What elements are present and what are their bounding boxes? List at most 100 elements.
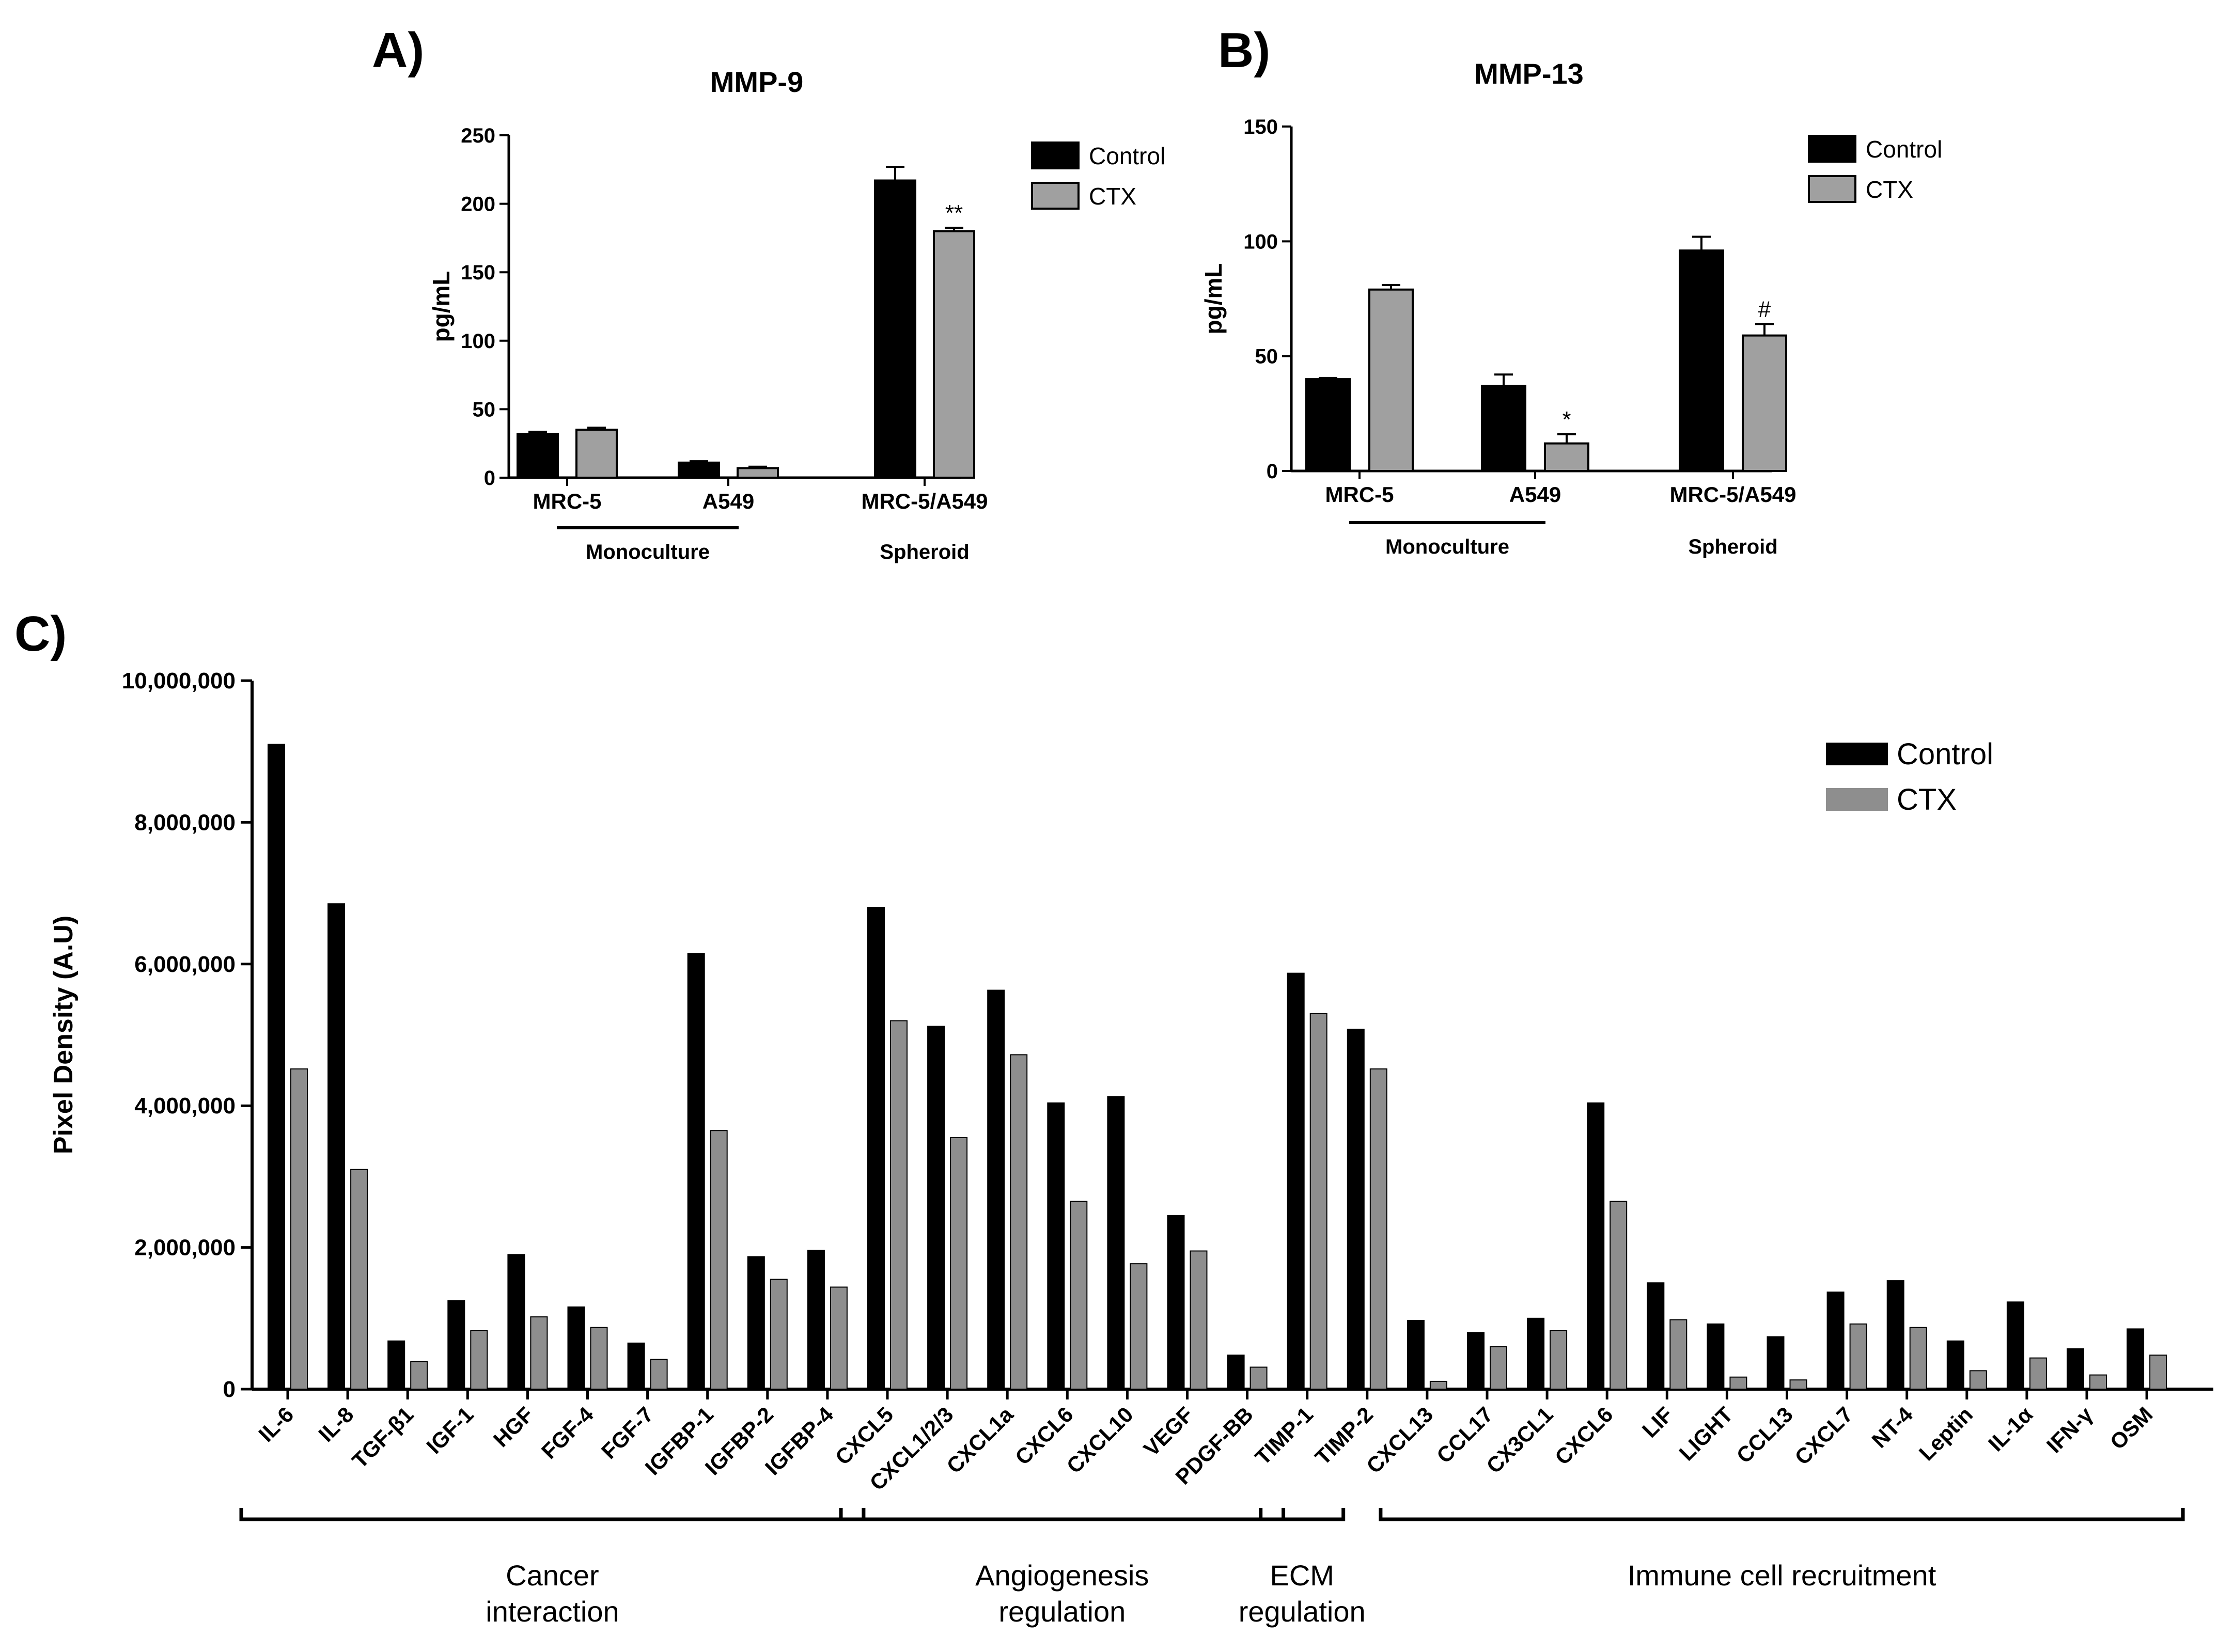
group-label: Monoculture — [1385, 536, 1509, 558]
legend-swatch — [1826, 788, 1888, 811]
bar — [890, 1020, 908, 1390]
legend-label: CTX — [1866, 176, 1913, 203]
bar — [1010, 1054, 1028, 1390]
group-label: Spheroid — [1688, 536, 1777, 558]
bar — [987, 989, 1005, 1390]
x-tick-label: MRC-5 — [533, 489, 602, 513]
group-label: Immune cell recruitment — [1628, 1559, 1936, 1592]
x-tick-label: Leptin — [1914, 1402, 1977, 1465]
legend-label: Control — [1897, 737, 1993, 771]
bar — [1167, 1215, 1185, 1390]
y-tick-label: 8,000,000 — [134, 810, 236, 835]
y-tick-label: 0 — [1267, 460, 1278, 483]
bar — [770, 1279, 788, 1390]
bar — [268, 744, 285, 1390]
bar — [650, 1359, 668, 1390]
x-tick-label: FGF-4 — [537, 1402, 598, 1464]
x-tick-label: LIGHT — [1674, 1402, 1738, 1466]
bar — [1490, 1346, 1507, 1390]
bar — [830, 1286, 848, 1390]
bar — [1587, 1102, 1605, 1390]
group-label: Cancer — [506, 1559, 599, 1592]
x-tick-label: TGF-β1 — [347, 1402, 418, 1473]
bar — [627, 1342, 645, 1390]
bar — [1347, 1029, 1365, 1390]
x-tick-label: IGF-1 — [422, 1402, 478, 1458]
bar — [290, 1068, 308, 1390]
group-label: Monoculture — [586, 541, 710, 563]
bar — [387, 1340, 405, 1390]
legend-swatch — [1031, 141, 1080, 169]
bar — [1550, 1330, 1568, 1390]
chart-title: MMP-13 — [1474, 57, 1584, 90]
bar — [350, 1169, 368, 1390]
bar — [2127, 1328, 2145, 1390]
x-tick-label: MRC-5 — [1325, 482, 1394, 507]
bar — [1610, 1201, 1628, 1390]
bar — [1647, 1282, 1665, 1390]
bar — [517, 433, 559, 479]
y-tick-label: 250 — [461, 124, 495, 147]
x-tick-label: MRC-5/A549 — [1669, 482, 1796, 507]
x-tick-label: IL-6 — [254, 1402, 298, 1446]
panel-letter: A) — [372, 23, 424, 78]
legend-label: Control — [1866, 136, 1942, 163]
legend-label: Control — [1089, 143, 1165, 169]
x-tick-label: TIMP-1 — [1250, 1402, 1318, 1470]
group-bracket — [839, 1508, 1286, 1521]
bar — [327, 903, 346, 1390]
bar — [1767, 1336, 1785, 1390]
y-tick-label: 150 — [461, 261, 495, 284]
bar — [470, 1330, 488, 1390]
bar — [1481, 385, 1526, 472]
y-axis-label: pg/mL — [428, 271, 455, 342]
y-tick-label: 10,000,000 — [122, 668, 236, 694]
legend-label: CTX — [1897, 783, 1957, 816]
bar — [1227, 1355, 1245, 1390]
bar — [1190, 1250, 1208, 1390]
bar — [1527, 1317, 1545, 1390]
bar — [1107, 1096, 1125, 1390]
x-tick-label: CXCL7 — [1790, 1402, 1857, 1470]
bar — [507, 1254, 525, 1390]
bar — [1789, 1379, 1807, 1390]
bar — [874, 179, 916, 479]
bar — [927, 1026, 945, 1390]
bar — [1886, 1280, 1904, 1390]
bar — [447, 1300, 465, 1390]
bar — [2067, 1348, 2084, 1390]
chart-title: MMP-9 — [710, 66, 803, 98]
legend-swatch — [1031, 182, 1080, 210]
group-label: ECM — [1270, 1559, 1334, 1592]
group-bracket — [1379, 1508, 2185, 1521]
x-tick-label: CCL13 — [1732, 1402, 1798, 1468]
bar — [590, 1327, 608, 1390]
legend-label: CTX — [1089, 183, 1136, 210]
y-axis-label: pg/mL — [1200, 263, 1227, 335]
x-tick-label: LIF — [1637, 1402, 1678, 1442]
x-tick-label: CXCL13 — [1362, 1402, 1438, 1478]
bar — [1729, 1376, 1747, 1390]
bar — [1669, 1319, 1688, 1390]
bar — [710, 1130, 728, 1390]
x-tick-label: A549 — [702, 489, 754, 513]
significance-marker: ** — [945, 200, 963, 226]
bar — [1369, 1068, 1387, 1390]
group-label: interaction — [486, 1595, 619, 1628]
y-tick-label: 100 — [1243, 230, 1278, 253]
bar — [1047, 1102, 1065, 1390]
bar — [1305, 378, 1351, 473]
bar — [1909, 1327, 1927, 1390]
bar — [1070, 1201, 1088, 1390]
group-label: regulation — [998, 1595, 1126, 1628]
x-tick-label: A549 — [1509, 482, 1561, 507]
y-axis-label: Pixel Density (A.U) — [49, 916, 79, 1154]
bar — [1309, 1013, 1327, 1390]
bar — [1707, 1323, 1725, 1390]
y-tick-label: 2,000,000 — [134, 1235, 236, 1261]
bar — [1826, 1292, 1845, 1390]
significance-marker: * — [1562, 407, 1571, 432]
x-tick-label: VEGF — [1139, 1402, 1198, 1461]
bar — [2149, 1355, 2167, 1390]
